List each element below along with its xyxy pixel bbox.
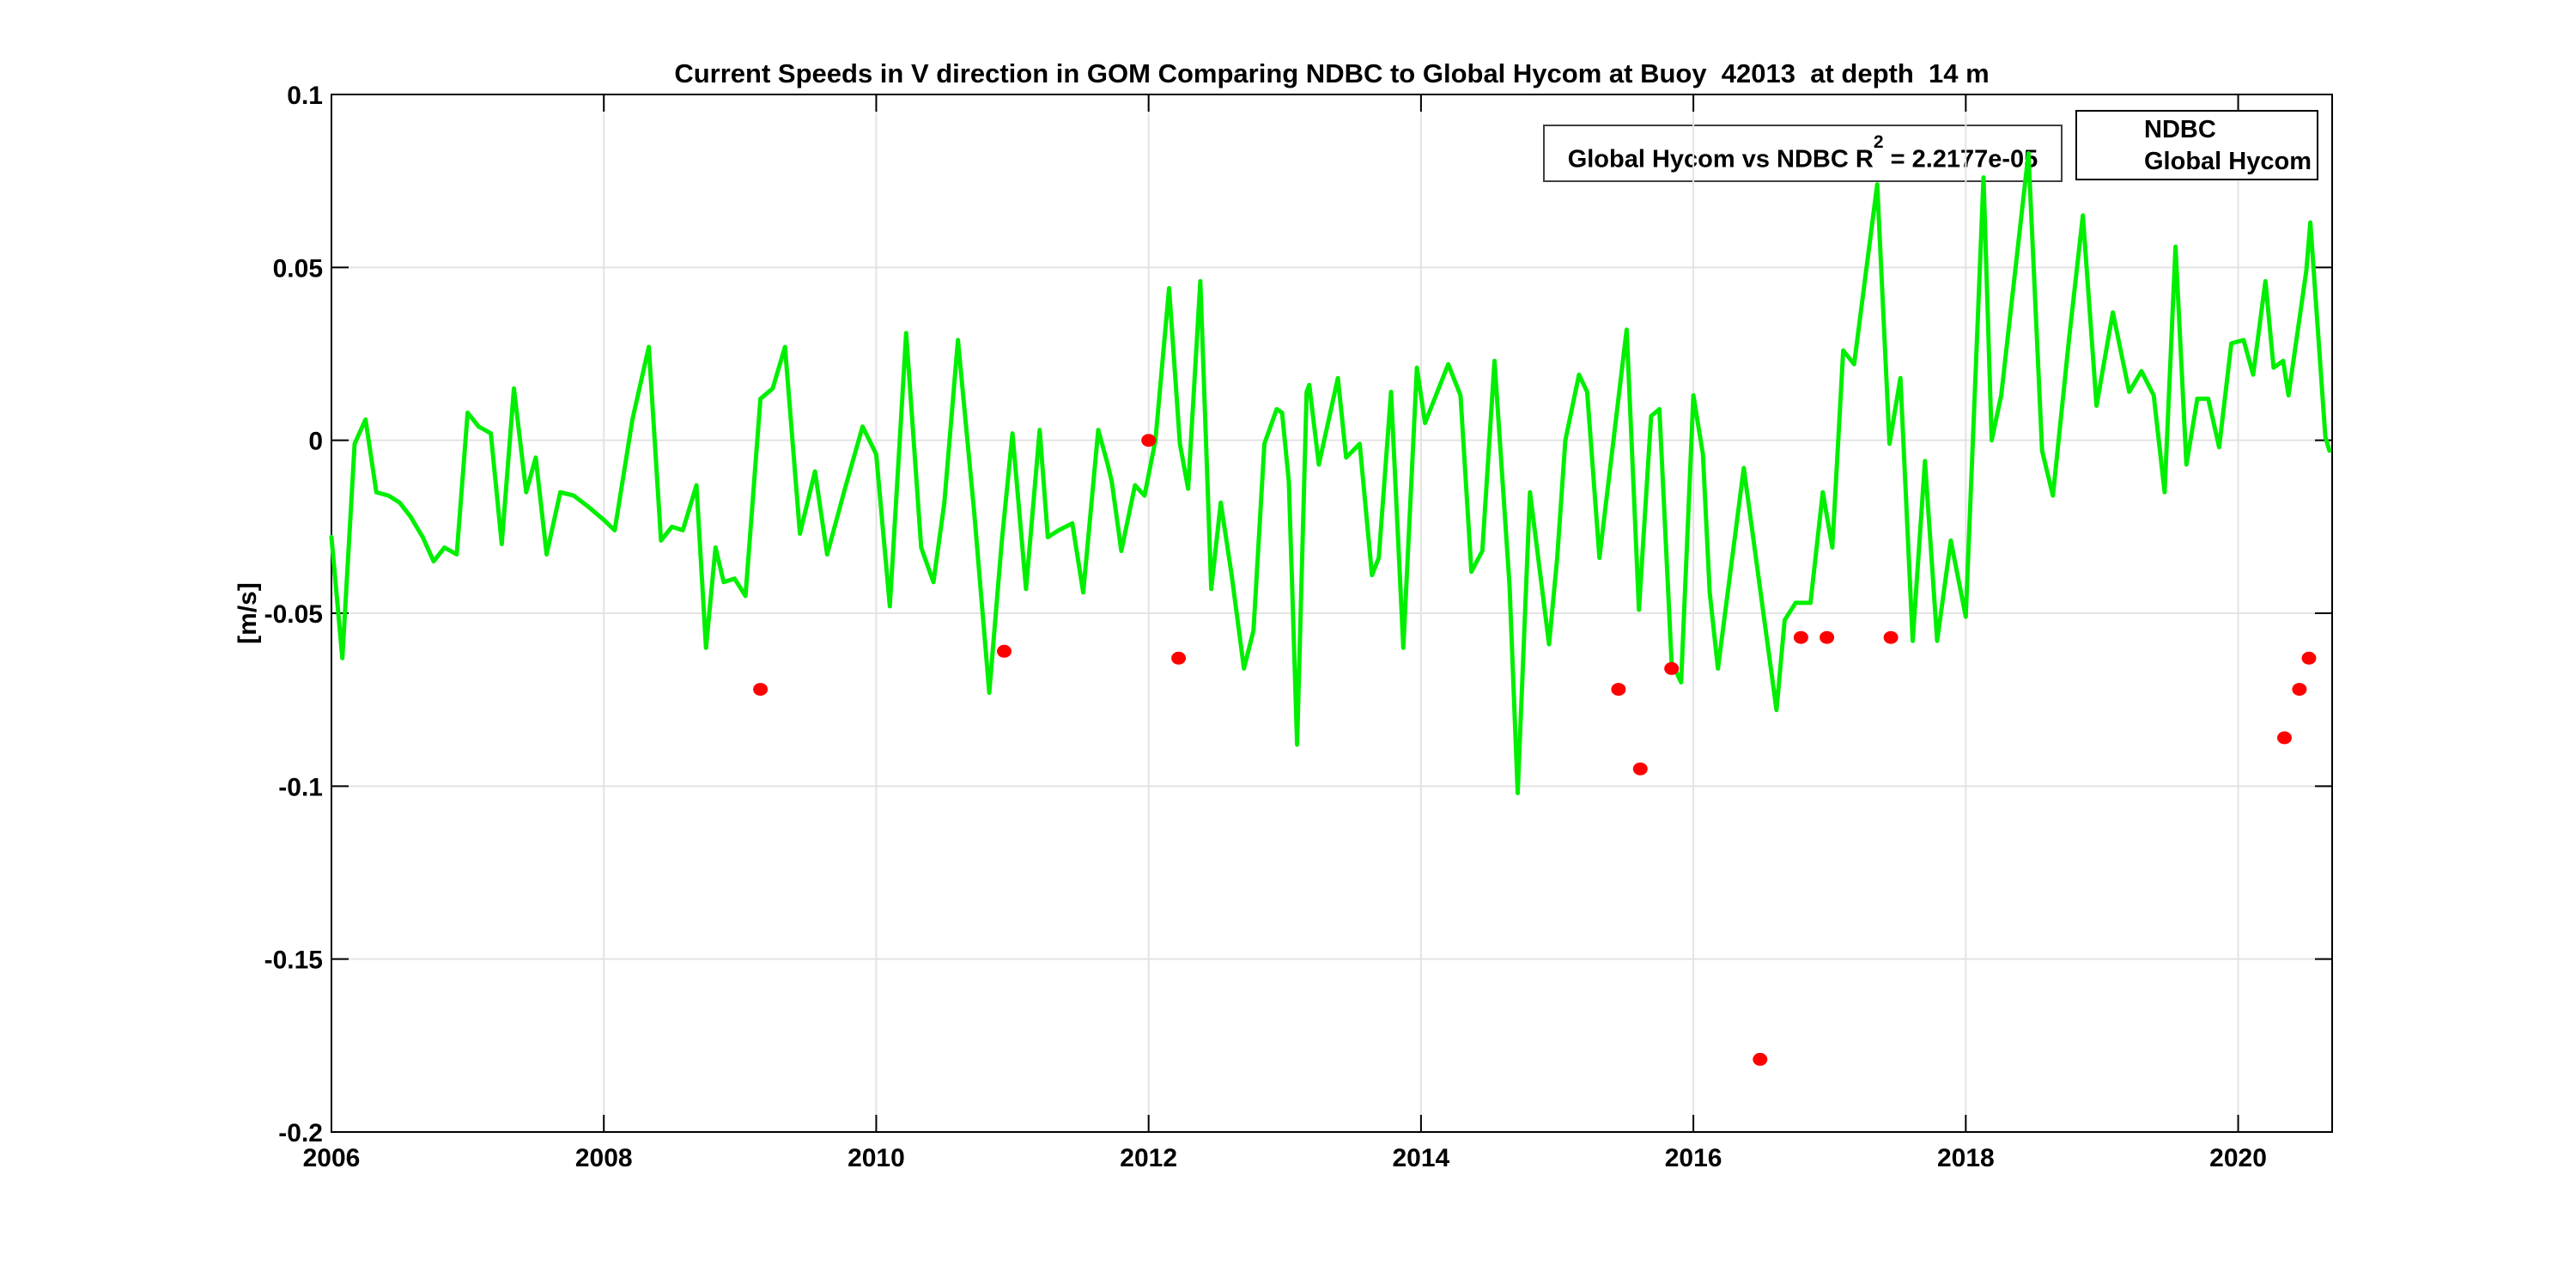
hycom-line-icon [2086,160,2138,164]
x-tick-label: 2018 [1937,1144,1995,1172]
y-tick-label: -0.1 [278,773,323,801]
legend-item-ndbc: NDBC [2077,114,2317,146]
ndbc-data-point [1793,630,1808,644]
y-tick-label: 0.05 [273,254,323,283]
y-axis-label: [m/s] [234,582,262,644]
ndbc-data-point [1611,683,1626,697]
x-tick-label: 2012 [1120,1144,1177,1172]
ndbc-data-point [997,644,1012,658]
x-tick-label: 2020 [2209,1144,2267,1172]
ndbc-data-point [1632,762,1648,776]
x-tick-label: 2010 [848,1144,905,1172]
legend: NDBC Global Hycom [2075,110,2318,180]
ndbc-data-point [1820,630,1835,644]
x-tick-label: 2016 [1665,1144,1722,1172]
ndbc-data-point [2277,731,2292,745]
legend-marker-cell [2086,124,2138,137]
ndbc-data-point [2292,683,2307,697]
legend-marker-cell [2086,160,2138,164]
y-tick-label: -0.05 [264,600,323,629]
ndbc-dot-icon [2105,124,2119,137]
legend-item-global-hycom: Global Hycom [2077,146,2317,178]
ndbc-data-point [2301,651,2317,665]
x-tick-label: 2008 [575,1144,633,1172]
r-squared-superscript: 2 [1873,132,1884,152]
x-tick-label: 2006 [303,1144,361,1172]
ndbc-data-point [1753,1052,1768,1066]
legend-label-ndbc: NDBC [2144,116,2216,143]
global-hycom-line [329,151,2332,795]
y-tick-label: 0.1 [287,82,323,110]
ndbc-data-point [1141,434,1157,447]
y-tick-label: 0 [308,428,323,456]
legend-label-global-hycom: Global Hycom [2144,148,2312,175]
chart-title: Current Speeds in V direction in GOM Com… [674,58,1990,88]
y-tick-label: -0.15 [264,946,323,975]
r-squared-text-prefix: Global Hycom vs NDBC R [1567,145,1874,173]
y-tick-label: -0.2 [278,1119,323,1147]
ndbc-data-point [1883,630,1899,644]
ndbc-data-point [753,683,769,697]
r-squared-text-suffix: = 2.2177e-05 [1883,145,2038,173]
ndbc-data-point [1171,651,1187,665]
ndbc-data-point [1664,661,1680,675]
r-squared-annotation: Global Hycom vs NDBC R2 = 2.2177e-05 [1543,125,2063,182]
x-tick-label: 2014 [1393,1144,1450,1172]
